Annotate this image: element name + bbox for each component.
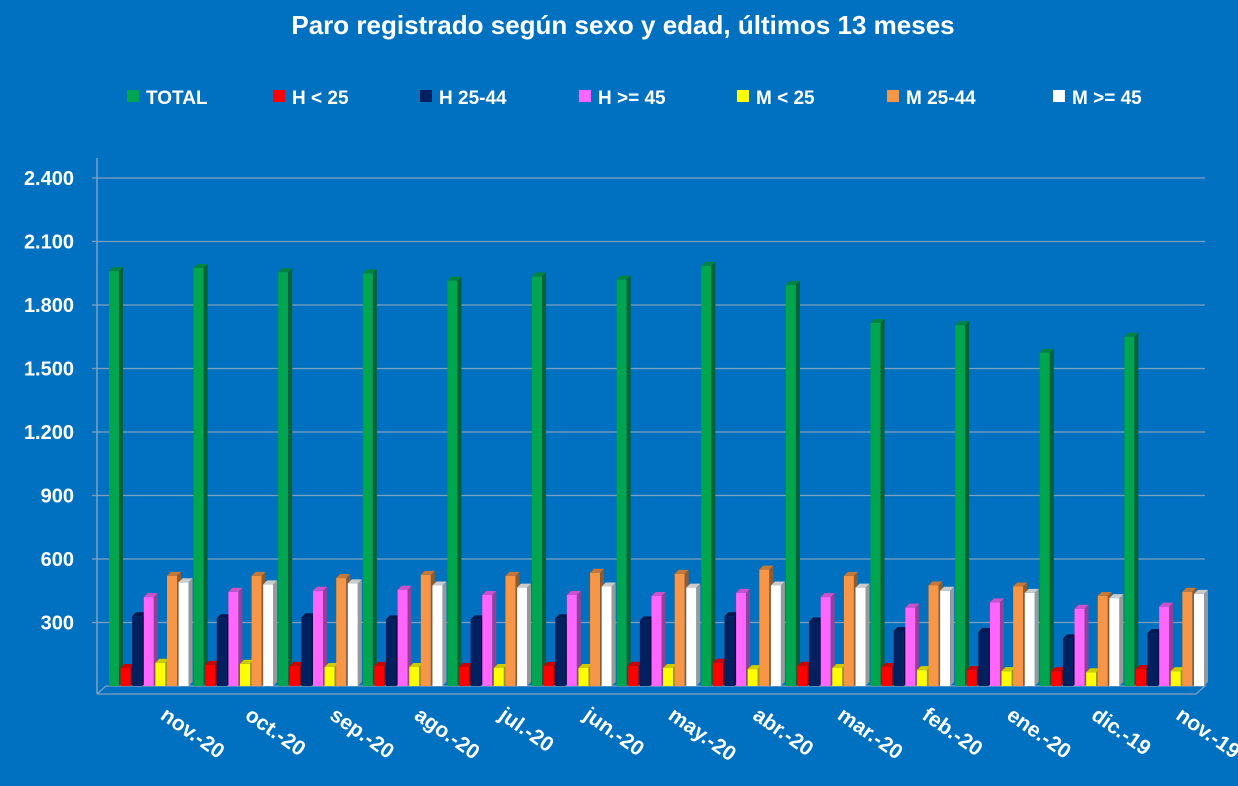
bar xyxy=(855,583,870,686)
bar xyxy=(1124,332,1139,686)
bar xyxy=(482,590,497,686)
y-tick-label: 2.100 xyxy=(24,232,74,254)
x-tick-label: nov.-19 xyxy=(1172,703,1238,763)
bar xyxy=(532,272,547,686)
bar xyxy=(686,583,701,686)
x-tick-label: ene.-20 xyxy=(1003,703,1075,763)
x-tick-label: feb.-20 xyxy=(918,703,987,761)
legend-swatch xyxy=(127,90,139,102)
bar xyxy=(601,582,616,686)
legend-label: H < 25 xyxy=(292,88,349,109)
bar xyxy=(178,578,193,686)
y-tick-label: 600 xyxy=(41,549,74,571)
legend-label: TOTAL xyxy=(146,88,208,109)
bar xyxy=(770,581,785,686)
x-tick-label: oct.-20 xyxy=(241,703,310,761)
bar xyxy=(263,580,278,686)
x-tick-label: may.-20 xyxy=(664,703,740,766)
bar xyxy=(736,588,751,686)
legend-label: H >= 45 xyxy=(598,88,666,109)
bar xyxy=(616,275,631,686)
bar xyxy=(432,581,447,686)
bar xyxy=(651,592,666,686)
legend-swatch xyxy=(737,90,749,102)
x-tick-label: sep.-20 xyxy=(326,703,398,763)
bar xyxy=(785,280,800,686)
bar xyxy=(228,587,243,686)
bar xyxy=(193,263,208,686)
x-tick-label: abr.-20 xyxy=(749,703,818,761)
axes xyxy=(96,158,1207,695)
bar xyxy=(955,321,970,686)
x-tick-label: ago.-20 xyxy=(410,703,483,764)
y-axis-ticks: 300 600 900 1.200 1.500 1.800 2.100 2.400 xyxy=(24,168,74,635)
chart-title: Paro registrado según sexo y edad, últim… xyxy=(291,10,954,40)
bar xyxy=(940,586,955,686)
y-tick-label: 300 xyxy=(41,613,74,635)
bar xyxy=(347,579,362,686)
y-tick-label: 900 xyxy=(41,486,74,508)
bar xyxy=(1193,589,1208,686)
bar xyxy=(1109,594,1124,686)
legend-swatch xyxy=(579,90,591,102)
bar xyxy=(989,598,1004,686)
bar xyxy=(517,583,532,686)
bar xyxy=(905,603,920,686)
x-tick-label: dic.-19 xyxy=(1087,703,1155,760)
legend-swatch xyxy=(1053,90,1065,102)
x-tick-label: jun.-20 xyxy=(579,703,648,761)
bar xyxy=(1024,588,1039,686)
y-tick-label: 2.400 xyxy=(24,168,74,190)
bar xyxy=(820,593,835,686)
legend-swatch xyxy=(420,90,432,102)
legend: TOTAL H < 25 H 25-44 H >= 45 M < 25 M 25-44 M … xyxy=(127,88,1142,109)
bar xyxy=(1074,604,1089,686)
x-tick-label: mar.-20 xyxy=(833,703,906,764)
bar xyxy=(447,276,462,686)
y-tick-label: 1.200 xyxy=(24,422,74,444)
bar xyxy=(1039,348,1054,686)
legend-swatch xyxy=(273,90,285,102)
bar xyxy=(566,590,581,686)
bar xyxy=(362,269,377,686)
y-tick-label: 1.800 xyxy=(24,295,74,317)
bar xyxy=(278,268,293,686)
bar xyxy=(1159,602,1174,686)
legend-swatch xyxy=(887,90,899,102)
gridlines xyxy=(92,177,1205,624)
bar xyxy=(870,318,885,686)
legend-label: M >= 45 xyxy=(1072,88,1142,109)
x-tick-label: jul.-20 xyxy=(494,703,558,757)
legend-label: M < 25 xyxy=(756,88,815,109)
bar xyxy=(313,586,328,686)
x-axis-floor xyxy=(96,685,1207,695)
y-tick-label: 1.500 xyxy=(24,359,74,381)
x-tick-label: nov.-20 xyxy=(156,703,228,763)
x-axis-ticks: nov.-20 oct.-20 sep.-20 ago.-20 jul.-20 jun.-… xyxy=(156,703,1238,766)
bar xyxy=(701,261,716,686)
legend-label: H 25-44 xyxy=(439,88,507,109)
legend-label: M 25-44 xyxy=(906,88,976,109)
bars xyxy=(109,261,1208,686)
bar xyxy=(109,267,123,686)
bar xyxy=(397,585,412,686)
